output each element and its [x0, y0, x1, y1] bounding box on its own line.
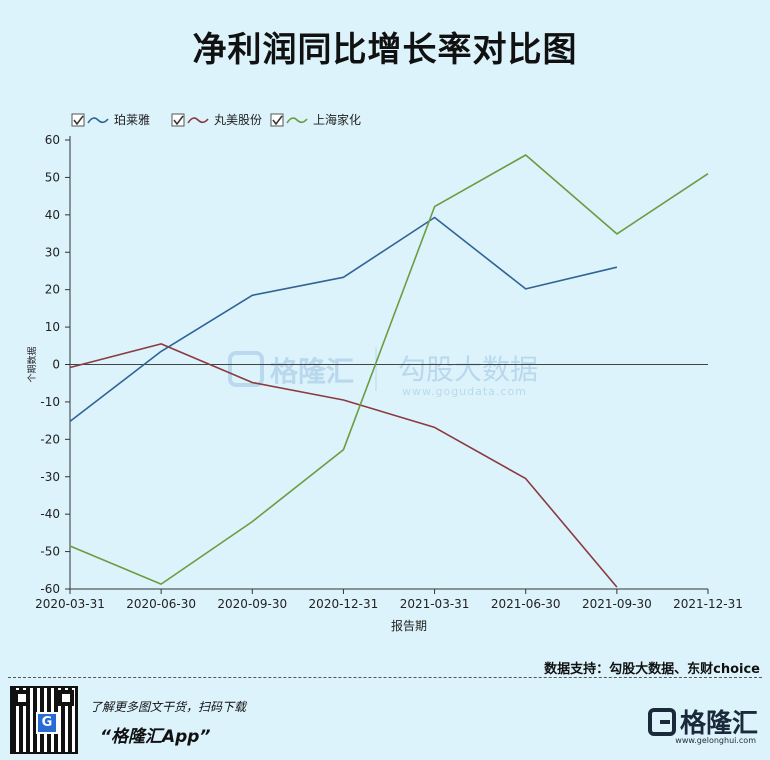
- y-tick-label: -10: [40, 395, 60, 409]
- legend-checkbox: [270, 113, 284, 127]
- x-tick-label: 2021-12-31: [673, 597, 743, 611]
- y-tick-label: 30: [45, 245, 60, 259]
- legend-label: 上海家化: [313, 112, 361, 127]
- footer-divider: [8, 677, 762, 678]
- checkmark-icon: [272, 115, 283, 126]
- watermark-url: www.gogudata.com: [402, 385, 527, 398]
- x-tick-label: 2020-09-30: [217, 597, 287, 611]
- legend-swatch-icon: [286, 117, 308, 124]
- brand-url: www.gelonghui.com: [675, 736, 756, 745]
- y-tick-label: 60: [45, 133, 60, 147]
- y-axis-label: 个期数据: [26, 346, 38, 382]
- watermark-brand: 格隆汇: [270, 355, 354, 388]
- series-line: [69, 154, 709, 585]
- y-tick-label: 50: [45, 170, 60, 184]
- x-tick-label: 2020-12-31: [309, 597, 379, 611]
- data-source: 数据支持：勾股大数据、东财choice: [544, 662, 760, 677]
- series-line: [69, 343, 618, 588]
- brand-g-icon: [647, 707, 676, 736]
- y-tick-label: 40: [45, 208, 60, 222]
- x-tick-label: 2020-03-31: [35, 597, 105, 611]
- legend-swatch-icon: [87, 117, 109, 124]
- y-tick-label: -60: [40, 582, 60, 596]
- x-tick-label: 2021-09-30: [582, 597, 652, 611]
- legend-swatch-icon: [187, 117, 209, 124]
- series-line: [69, 216, 618, 423]
- promo-app-name: “格隆汇App”: [100, 727, 211, 747]
- x-axis-label: 报告期: [391, 618, 427, 633]
- legend-item[interactable]: 珀莱雅: [71, 112, 150, 127]
- watermark-partner: 勾股大数据: [398, 353, 538, 386]
- y-tick-label: 0: [52, 358, 60, 372]
- qr-code[interactable]: G: [10, 686, 78, 754]
- y-tick-label: -20: [40, 432, 60, 446]
- y-tick-label: -40: [40, 507, 60, 521]
- legend-item[interactable]: 丸美股份: [171, 113, 262, 127]
- y-tick-label: 10: [45, 320, 60, 334]
- x-tick-label: 2021-03-31: [400, 597, 470, 611]
- legend-checkbox: [71, 113, 85, 127]
- qr-logo-icon: G: [36, 712, 58, 734]
- x-tick-label: 2020-06-30: [126, 597, 196, 611]
- brand-name: 格隆汇: [679, 709, 758, 739]
- promo-text: 了解更多图文干货，扫码下载: [90, 700, 247, 714]
- legend-label: 珀莱雅: [114, 112, 150, 127]
- brand-logo: 格隆汇: [647, 703, 758, 740]
- checkmark-icon: [173, 115, 184, 126]
- y-tick-label: 20: [45, 283, 60, 297]
- checkmark-icon: [73, 115, 84, 126]
- y-tick-label: -30: [40, 470, 60, 484]
- chart-legend: 珀莱雅 丸美股份 上海家化: [71, 112, 361, 127]
- x-tick-label: 2021-06-30: [491, 597, 561, 611]
- chart-lines: [69, 154, 709, 588]
- legend-label: 丸美股份: [214, 113, 262, 127]
- watermark: 格隆汇 勾股大数据 www.gogudata.com: [228, 347, 538, 398]
- y-tick-label: -50: [40, 545, 60, 559]
- chart-axes: 60 50 40 30 20 10 0 -10 -20 -30 -40 -50 -602020-03-3…: [26, 133, 743, 633]
- legend-checkbox: [171, 113, 185, 127]
- legend-item[interactable]: 上海家化: [270, 112, 361, 127]
- page-title: 净利润同比增长率对比图: [192, 30, 578, 70]
- line-chart: 格隆汇 勾股大数据 www.gogudata.com 珀莱雅 丸美股份 上海家化 6…: [26, 112, 743, 633]
